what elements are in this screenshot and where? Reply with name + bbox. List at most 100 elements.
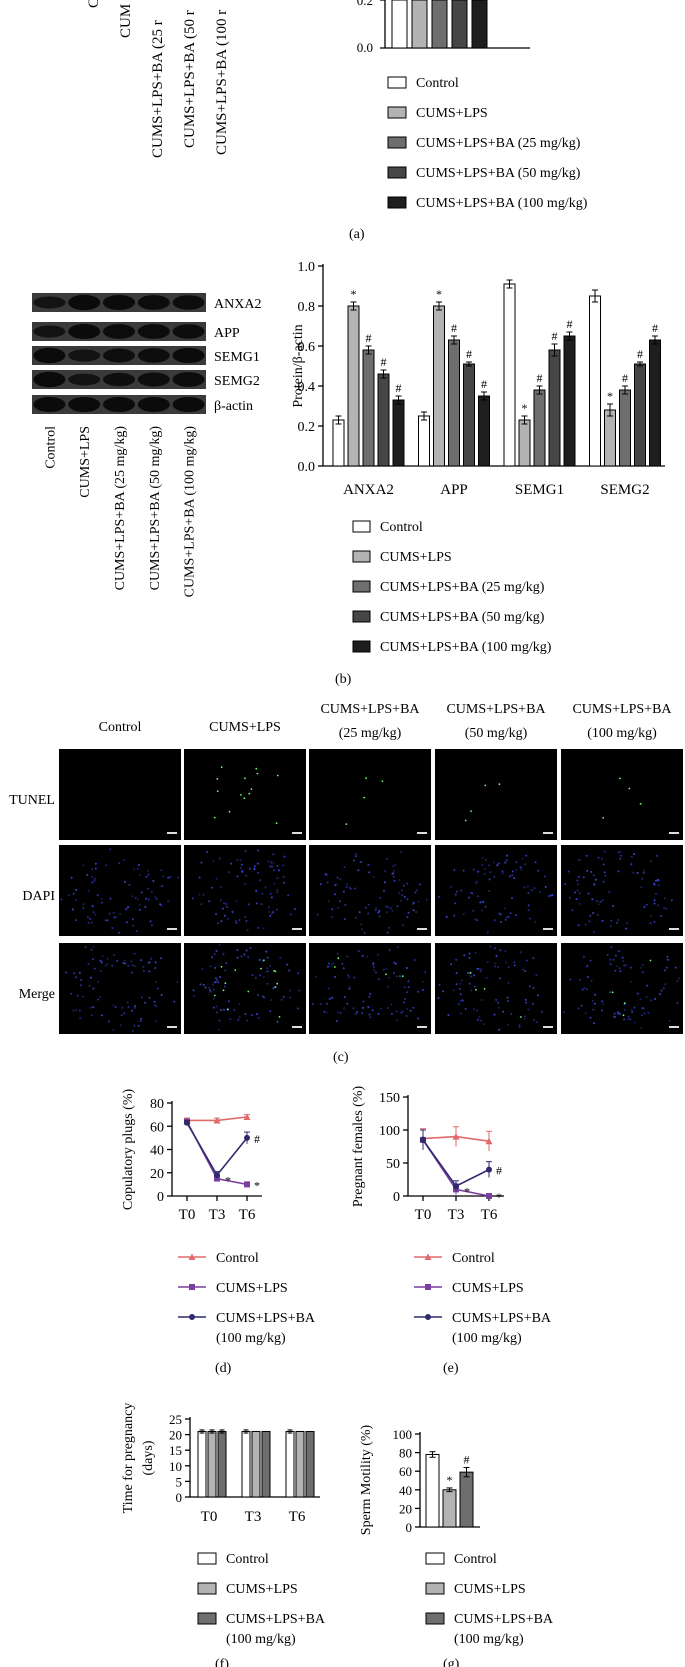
panel-c-nucleus <box>289 996 292 999</box>
panel-c-nucleus <box>339 878 342 881</box>
chart-g-bar <box>459 1471 474 1528</box>
chart-d-series-line <box>186 1122 248 1177</box>
panel-c-nucleus <box>230 862 233 865</box>
panel-c-nucleus <box>198 876 201 879</box>
panel-c-nucleus <box>104 964 107 967</box>
panel-c-nucleus <box>105 864 107 867</box>
panel-c-nucleus <box>273 882 276 885</box>
panel-c-nucleus <box>346 883 348 886</box>
panel-c-nucleus <box>112 1028 115 1031</box>
chart-f-bar <box>217 1430 227 1498</box>
panel-c-nucleus <box>345 886 348 889</box>
panel-c-nucleus <box>367 912 370 915</box>
chart-b-bar <box>463 363 475 467</box>
panel-c-nucleus <box>484 905 487 908</box>
panel-c-nucleus <box>666 958 669 961</box>
panel-c-nucleus <box>233 1008 236 1011</box>
legend-f-label: CUMS+LPS+BA <box>226 1612 326 1627</box>
panel-c-nucleus <box>344 904 347 906</box>
panel-c-nucleus <box>591 999 594 1002</box>
panel-c-nucleus <box>609 958 612 961</box>
panel-c-nucleus <box>227 1000 230 1003</box>
panel-c-nucleus <box>107 1020 110 1023</box>
blot-band <box>172 324 205 339</box>
chart-f-y-label-unit: (days) <box>141 1440 156 1475</box>
panel-c-nucleus <box>489 945 492 948</box>
panel-c-nucleus <box>261 892 264 895</box>
panel-c-nucleus <box>617 870 620 873</box>
panel-c-nucleus <box>602 863 605 866</box>
chart-d-x-tick-label: T0 <box>179 1207 196 1223</box>
panel-c-nucleus <box>392 875 395 878</box>
chart-d-y-tick-label: 80 <box>150 1097 164 1112</box>
panel-c-tunel-signal <box>243 797 246 800</box>
panel-c-nucleus <box>342 967 345 970</box>
panel-c-nucleus <box>403 896 406 898</box>
panel-c-nucleus <box>493 947 496 950</box>
panel-c-nucleus <box>544 885 547 888</box>
panel-c-nucleus <box>255 889 258 892</box>
legend-b-label: Control <box>380 520 423 535</box>
panel-c-nucleus <box>276 891 279 894</box>
chart-b-sig-mark: # <box>637 347 643 361</box>
panel-c-nucleus <box>468 982 471 985</box>
legend-g-label: (100 mg/kg) <box>454 1632 524 1647</box>
blot-lane-label: Control <box>43 426 58 469</box>
panel-c-nucleus <box>406 898 409 901</box>
panel-c-nucleus <box>392 972 395 974</box>
chart-b-category-label: ANXA2 <box>343 482 394 498</box>
panel-c-nucleus <box>132 924 135 927</box>
panel-c-nucleus <box>455 983 458 986</box>
panel-c-nucleus <box>212 1006 215 1009</box>
panel-c-nucleus <box>593 1002 596 1005</box>
panel-c-nucleus <box>488 878 491 881</box>
panel-c-nucleus <box>316 913 319 916</box>
panel-c-nucleus <box>249 947 252 949</box>
panel-c-nucleus <box>604 874 607 877</box>
panel-c-nucleus <box>147 898 150 901</box>
blot-band <box>103 294 135 311</box>
panel-c-nucleus <box>112 911 115 914</box>
panel-c-nucleus <box>507 966 510 969</box>
chart-b-bar <box>518 419 531 467</box>
legend-a-label: CUMS+LPS <box>416 106 488 121</box>
legend-d-label: (100 mg/kg) <box>216 1331 286 1346</box>
panel-c-nucleus <box>401 894 404 897</box>
chart-d-y-tick-label: 40 <box>150 1144 164 1159</box>
panel-c-scale-bar <box>167 832 177 834</box>
panel-c-nucleus <box>473 985 476 988</box>
panel-c-nucleus <box>447 1014 450 1017</box>
panel-c-tunel-signal <box>623 1002 626 1004</box>
panel-c-nucleus <box>590 979 593 982</box>
panel-c-nucleus <box>282 864 284 867</box>
panel-c-nucleus <box>505 916 508 919</box>
panel-c-tunel-signal <box>260 967 262 970</box>
chart-f-y-label: Time for pregnancy <box>121 1403 136 1514</box>
panel-c-nucleus <box>297 972 300 975</box>
panel-c-nucleus <box>629 966 632 969</box>
panel-c-nucleus <box>655 854 658 857</box>
panel-c-nucleus <box>510 1013 513 1015</box>
panel-c-nucleus <box>460 979 463 982</box>
panel-c-tunel-signal <box>213 816 216 819</box>
panel-c-nucleus <box>392 865 395 868</box>
panel-c-nucleus <box>488 864 491 867</box>
chart-b-bar <box>533 389 546 467</box>
panel-c-nucleus <box>600 1009 603 1012</box>
panel-c-nucleus <box>606 954 609 956</box>
panel-c-nucleus <box>74 919 77 922</box>
legend-f-label: Control <box>226 1552 269 1567</box>
panel-c-nucleus <box>225 903 228 906</box>
panel-c-nucleus <box>645 996 648 999</box>
chart-b-y-tick-label: 0.4 <box>298 380 316 395</box>
panel-c-nucleus <box>396 946 399 949</box>
panel-c-nucleus <box>641 877 644 880</box>
panel-c-nucleus <box>581 988 584 991</box>
panel-c-nucleus <box>327 965 330 968</box>
panel-a-lane-label-1: C <box>86 0 102 8</box>
panel-a-lane-label-4: CUMS+LPS+BA (50 r <box>182 10 198 148</box>
panel-c-scale-bar <box>669 1026 679 1028</box>
panel-c-nucleus <box>138 903 141 906</box>
panel-c-nucleus <box>112 954 115 957</box>
panel-c-nucleus <box>145 897 148 900</box>
